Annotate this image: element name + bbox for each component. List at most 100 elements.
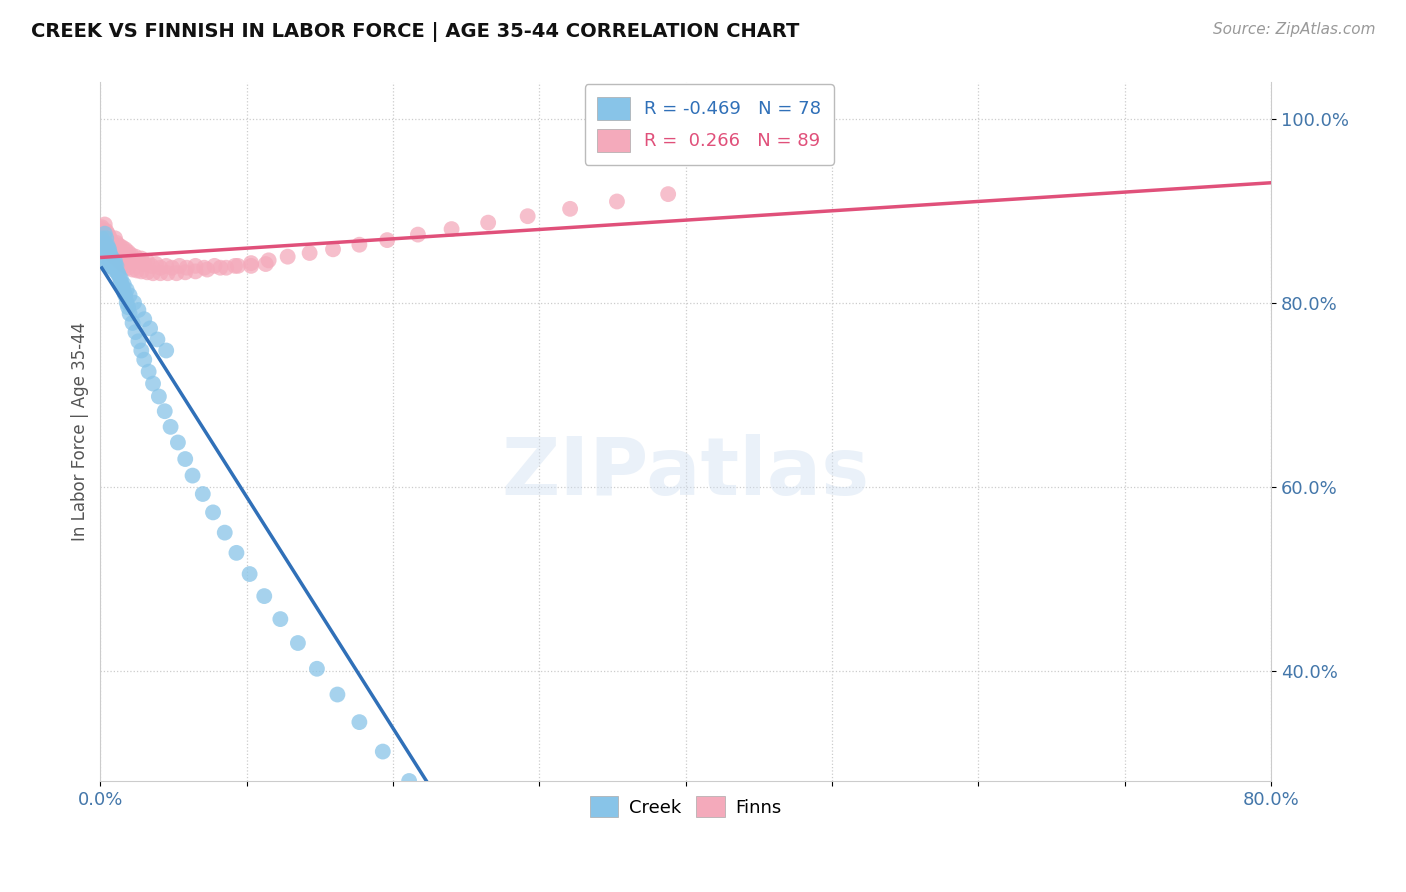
Point: [108, 238, 131, 252]
Legend: Creek, Finns: Creek, Finns: [582, 789, 789, 824]
Point: [98, 229, 121, 244]
Point: [138, 365, 160, 379]
Point: [115, 283, 138, 297]
Point: [214, 525, 236, 540]
Point: [91, 245, 114, 260]
Point: [107, 266, 129, 280]
Point: [98, 238, 121, 252]
Point: [305, 662, 328, 676]
Point: [104, 254, 127, 268]
Point: [371, 745, 394, 759]
Point: [127, 303, 149, 318]
Point: [131, 252, 153, 266]
Point: [457, 830, 479, 845]
Point: [107, 243, 129, 257]
Point: [287, 636, 309, 650]
Point: [114, 259, 136, 273]
Y-axis label: In Labor Force | Age 35-44: In Labor Force | Age 35-44: [72, 322, 89, 541]
Point: [114, 288, 136, 302]
Point: [125, 263, 148, 277]
Text: Source: ZipAtlas.com: Source: ZipAtlas.com: [1212, 22, 1375, 37]
Point: [124, 250, 146, 264]
Point: [97, 240, 120, 254]
Point: [149, 266, 172, 280]
Point: [169, 259, 191, 273]
Point: [98, 250, 121, 264]
Point: [155, 343, 177, 358]
Point: [136, 254, 159, 268]
Point: [110, 272, 132, 286]
Point: [156, 266, 179, 280]
Point: [112, 277, 135, 292]
Point: [142, 266, 165, 280]
Point: [111, 257, 134, 271]
Point: [107, 266, 129, 280]
Point: [120, 248, 142, 262]
Text: ZIPatlas: ZIPatlas: [502, 434, 870, 512]
Point: [142, 376, 165, 391]
Point: [115, 250, 138, 264]
Point: [193, 260, 215, 275]
Point: [489, 858, 512, 872]
Point: [108, 254, 131, 268]
Point: [98, 245, 121, 260]
Point: [118, 288, 141, 302]
Point: [118, 252, 141, 266]
Point: [115, 295, 138, 310]
Point: [96, 224, 118, 238]
Point: [254, 257, 277, 271]
Point: [90, 220, 112, 235]
Point: [121, 262, 143, 277]
Point: [165, 266, 187, 280]
Point: [349, 237, 371, 252]
Point: [114, 243, 136, 257]
Point: [516, 209, 538, 223]
Point: [93, 227, 115, 241]
Point: [101, 248, 124, 262]
Point: [160, 260, 183, 275]
Point: [209, 260, 232, 275]
Point: [127, 334, 149, 349]
Point: [184, 259, 207, 273]
Point: [406, 227, 429, 242]
Point: [90, 222, 112, 236]
Point: [224, 259, 246, 273]
Point: [159, 420, 181, 434]
Point: [322, 243, 344, 257]
Point: [97, 238, 120, 252]
Point: [104, 243, 127, 257]
Point: [174, 265, 197, 279]
Point: [526, 886, 548, 892]
Point: [110, 276, 132, 290]
Point: [93, 227, 115, 241]
Point: [131, 264, 153, 278]
Point: [239, 567, 262, 582]
Point: [91, 240, 114, 254]
Point: [98, 243, 121, 257]
Point: [104, 259, 127, 273]
Point: [100, 254, 122, 268]
Point: [100, 233, 122, 247]
Point: [117, 300, 139, 314]
Point: [398, 774, 420, 789]
Point: [100, 259, 122, 273]
Point: [225, 546, 247, 560]
Point: [121, 316, 143, 330]
Point: [111, 279, 134, 293]
Point: [105, 235, 128, 250]
Point: [96, 254, 118, 268]
Point: [558, 202, 581, 216]
Point: [240, 256, 263, 270]
Point: [93, 250, 115, 264]
Point: [257, 253, 280, 268]
Point: [141, 259, 163, 273]
Text: CREEK VS FINNISH IN LABOR FORCE | AGE 35-44 CORRELATION CHART: CREEK VS FINNISH IN LABOR FORCE | AGE 35…: [31, 22, 799, 42]
Point: [103, 250, 125, 264]
Point: [100, 245, 122, 260]
Point: [174, 452, 197, 467]
Point: [204, 259, 226, 273]
Point: [215, 260, 238, 275]
Point: [226, 259, 249, 273]
Point: [97, 233, 120, 247]
Point: [96, 231, 118, 245]
